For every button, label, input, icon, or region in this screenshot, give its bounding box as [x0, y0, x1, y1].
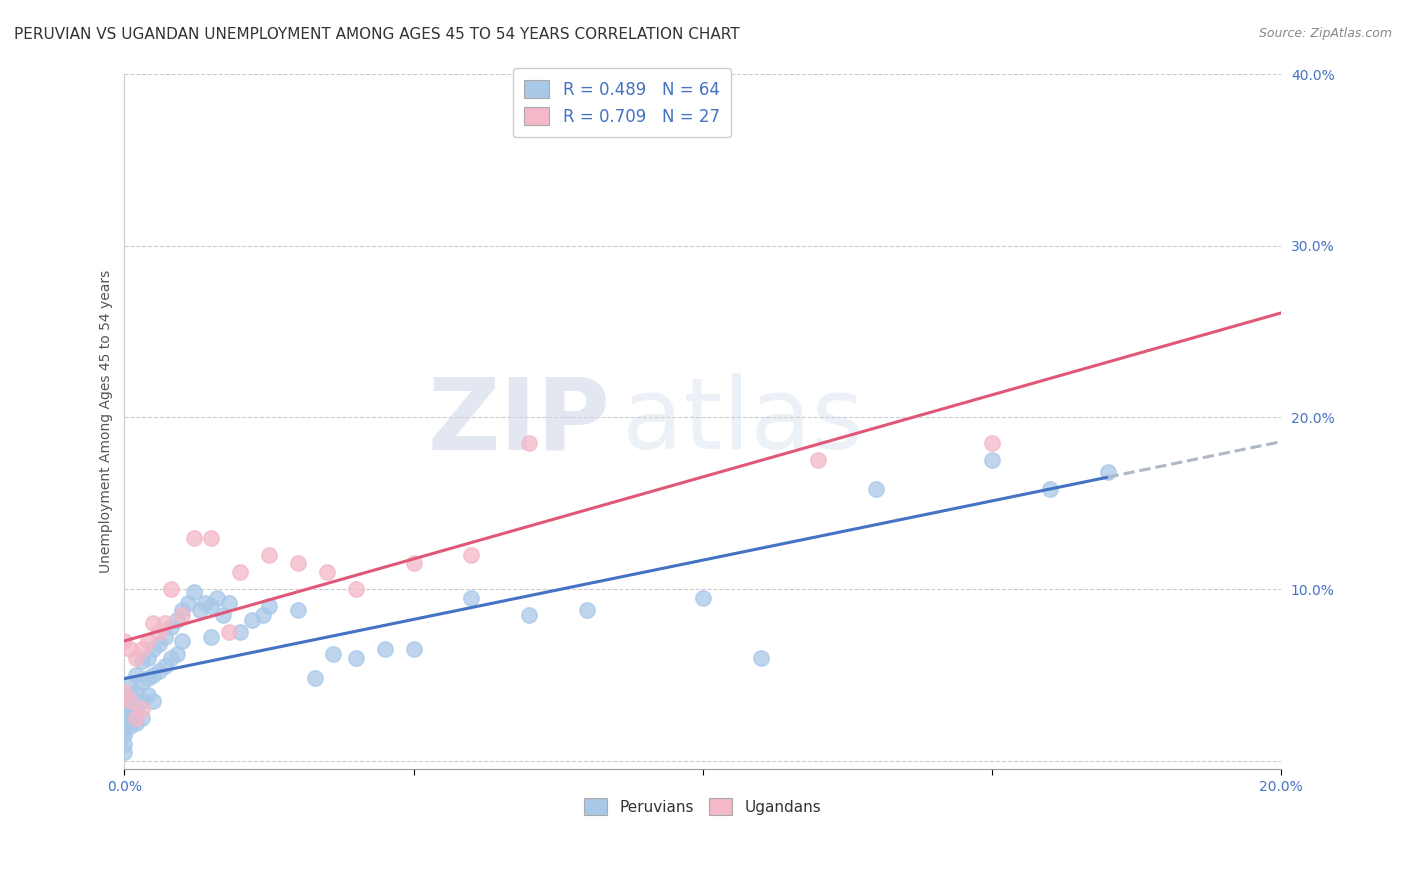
- Point: [257, 548, 280, 562]
- Point: [865, 483, 887, 497]
- Point: [120, 711, 142, 725]
- Point: [136, 671, 159, 685]
- Point: [153, 659, 176, 673]
- Point: [131, 702, 153, 716]
- Point: [114, 715, 136, 730]
- Point: [136, 650, 159, 665]
- Point: [576, 602, 599, 616]
- Point: [287, 602, 309, 616]
- Legend: Peruvians, Ugandans: Peruvians, Ugandans: [575, 789, 831, 824]
- Point: [166, 647, 188, 661]
- Point: [517, 436, 540, 450]
- Point: [211, 607, 233, 622]
- Point: [218, 596, 240, 610]
- Point: [131, 676, 153, 690]
- Text: atlas: atlas: [621, 373, 863, 470]
- Point: [120, 689, 142, 703]
- Point: [344, 582, 367, 596]
- Point: [981, 436, 1004, 450]
- Point: [114, 728, 136, 742]
- Point: [304, 671, 326, 685]
- Point: [131, 654, 153, 668]
- Text: PERUVIAN VS UGANDAN UNEMPLOYMENT AMONG AGES 45 TO 54 YEARS CORRELATION CHART: PERUVIAN VS UGANDAN UNEMPLOYMENT AMONG A…: [14, 27, 740, 42]
- Point: [287, 556, 309, 570]
- Point: [460, 548, 482, 562]
- Point: [460, 591, 482, 605]
- Point: [120, 719, 142, 733]
- Point: [172, 633, 194, 648]
- Point: [229, 624, 252, 639]
- Point: [402, 556, 425, 570]
- Point: [125, 715, 148, 730]
- Point: [981, 453, 1004, 467]
- Text: ZIP: ZIP: [427, 373, 610, 470]
- Point: [142, 642, 165, 657]
- Point: [125, 685, 148, 699]
- Point: [120, 693, 142, 707]
- Point: [200, 630, 222, 644]
- Point: [120, 702, 142, 716]
- Point: [344, 650, 367, 665]
- Point: [1097, 465, 1119, 479]
- Point: [131, 711, 153, 725]
- Text: Source: ZipAtlas.com: Source: ZipAtlas.com: [1258, 27, 1392, 40]
- Point: [153, 616, 176, 631]
- Point: [252, 607, 274, 622]
- Point: [807, 453, 830, 467]
- Point: [114, 745, 136, 759]
- Point: [142, 693, 165, 707]
- Point: [125, 711, 148, 725]
- Point: [257, 599, 280, 614]
- Point: [114, 685, 136, 699]
- Point: [142, 616, 165, 631]
- Point: [120, 642, 142, 657]
- Point: [517, 607, 540, 622]
- Point: [114, 633, 136, 648]
- Point: [120, 676, 142, 690]
- Point: [142, 668, 165, 682]
- Point: [114, 711, 136, 725]
- Y-axis label: Unemployment Among Ages 45 to 54 years: Unemployment Among Ages 45 to 54 years: [100, 270, 114, 574]
- Point: [136, 633, 159, 648]
- Point: [218, 624, 240, 639]
- Point: [114, 723, 136, 737]
- Point: [322, 647, 344, 661]
- Point: [200, 599, 222, 614]
- Point: [172, 607, 194, 622]
- Point: [402, 642, 425, 657]
- Point: [148, 665, 170, 679]
- Point: [136, 689, 159, 703]
- Point: [240, 613, 263, 627]
- Point: [131, 693, 153, 707]
- Point: [148, 624, 170, 639]
- Point: [188, 602, 211, 616]
- Point: [200, 531, 222, 545]
- Point: [183, 531, 205, 545]
- Point: [114, 702, 136, 716]
- Point: [131, 642, 153, 657]
- Point: [183, 585, 205, 599]
- Point: [125, 668, 148, 682]
- Point: [114, 737, 136, 751]
- Point: [153, 630, 176, 644]
- Point: [148, 637, 170, 651]
- Point: [125, 650, 148, 665]
- Point: [159, 650, 181, 665]
- Point: [125, 702, 148, 716]
- Point: [172, 602, 194, 616]
- Point: [1039, 483, 1062, 497]
- Point: [159, 582, 181, 596]
- Point: [159, 620, 181, 634]
- Point: [166, 613, 188, 627]
- Point: [194, 596, 217, 610]
- Point: [315, 565, 337, 579]
- Point: [749, 650, 772, 665]
- Point: [205, 591, 228, 605]
- Point: [374, 642, 396, 657]
- Point: [692, 591, 714, 605]
- Point: [177, 596, 200, 610]
- Point: [229, 565, 252, 579]
